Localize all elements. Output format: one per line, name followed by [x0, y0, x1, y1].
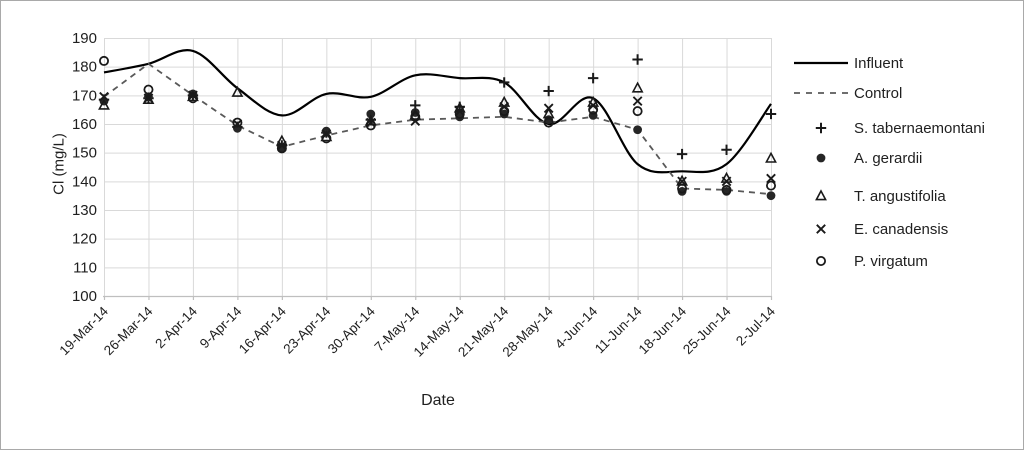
y-tick-label: 150: [72, 145, 97, 162]
legend: Influent Control S. tabernaemontani A. gera…: [794, 55, 985, 270]
x-tick-label: 2-Jul-14: [733, 303, 778, 348]
series-control-line: [103, 62, 772, 196]
x-tick-label: 26-Mar-14: [101, 303, 156, 358]
x-tick-label: 30-Apr-14: [325, 303, 378, 356]
x-axis: [103, 295, 773, 300]
y-tick-labels: 100 110 120 130 140 150 160 170 180 190: [72, 30, 97, 305]
legend-item-control: Control: [794, 85, 902, 102]
legend-item-e-canadensis: E. canadensis: [816, 221, 948, 238]
y-tick-label: 120: [72, 231, 97, 248]
y-tick-label: 170: [72, 87, 97, 104]
legend-item-t-angustifolia: T. angustifolia: [815, 188, 946, 205]
y-tick-label: 140: [72, 173, 97, 190]
legend-item-p-virgatum: P. virgatum: [816, 253, 928, 270]
legend-sample-circle-open-icon: [816, 255, 827, 266]
series-t-angustifolia-markers: [98, 81, 777, 186]
y-tick-label: 110: [73, 259, 97, 276]
series-p-virgatum-markers: [99, 55, 777, 195]
legend-label: Control: [854, 85, 902, 102]
y-tick-label: 130: [72, 202, 97, 219]
y-tick-label: 160: [72, 116, 97, 133]
legend-label: S. tabernaemontani: [854, 120, 985, 137]
x-tick-label: 23-Apr-14: [280, 303, 333, 356]
legend-label: A. gerardii: [854, 150, 922, 167]
x-tick-label: 25-Jun-14: [680, 303, 734, 357]
legend-item-influent: Influent: [794, 55, 904, 72]
series-e-canadensis-markers: [99, 90, 776, 187]
x-tick-label: 2-Apr-14: [152, 303, 200, 351]
legend-sample-x-icon: [816, 224, 826, 234]
y-tick-label: 100: [72, 288, 97, 305]
series-s-tabernaemontani-markers: [98, 54, 777, 160]
legend-label: E. canadensis: [854, 221, 948, 238]
x-tick-labels: 19-Mar-1426-Mar-142-Apr-149-Apr-1416-Apr…: [56, 303, 778, 360]
legend-item-a-gerardii: A. gerardii: [816, 150, 922, 167]
y-tick-label: 190: [72, 30, 97, 47]
legend-label: P. virgatum: [854, 253, 928, 270]
legend-sample-triangle-open-icon: [815, 189, 827, 201]
legend-sample-circle-filled-icon: [816, 153, 826, 163]
legend-item-s-tabernaemontani: S. tabernaemontani: [815, 120, 985, 137]
y-tick-label: 180: [72, 59, 97, 76]
series-influent-line: [103, 49, 772, 174]
x-tick-label: 16-Apr-14: [236, 303, 289, 356]
legend-label: T. angustifolia: [854, 188, 946, 205]
series-a-gerardii-markers: [99, 89, 776, 201]
legend-sample-plus-icon: [815, 122, 827, 134]
gridlines: [104, 38, 772, 297]
y-axis-title: Cl (mg/L): [50, 133, 68, 195]
legend-label: Influent: [854, 55, 904, 72]
x-axis-title: Date: [421, 392, 455, 409]
